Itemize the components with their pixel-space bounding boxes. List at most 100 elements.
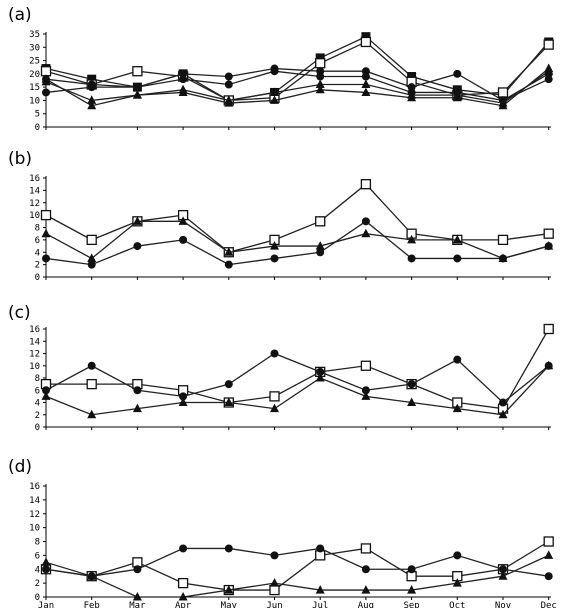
panel-label: (d) xyxy=(8,457,32,477)
y-tick-label: 0 xyxy=(35,273,40,283)
data-point xyxy=(407,397,417,406)
data-point xyxy=(497,234,509,246)
data-point xyxy=(178,84,188,94)
panel-label: (c) xyxy=(8,303,31,323)
series-line xyxy=(45,183,549,253)
y-tick-label: 2 xyxy=(35,411,40,421)
data-point xyxy=(544,66,554,75)
x-tick-label: May xyxy=(221,601,238,608)
data-point xyxy=(87,100,97,110)
y-tick-label: 15 xyxy=(29,83,40,93)
y-tick-label: 10 xyxy=(29,524,40,534)
data-point xyxy=(361,79,371,88)
x-tick-label: Dec xyxy=(541,601,557,608)
data-point xyxy=(270,403,279,413)
data-point xyxy=(87,361,96,370)
panel-label: (a) xyxy=(8,5,32,25)
y-tick-label: 0 xyxy=(35,123,40,133)
series-line xyxy=(45,220,549,260)
data-point xyxy=(179,235,188,244)
data-point xyxy=(315,373,325,382)
data-point xyxy=(315,585,325,594)
panel-3: (c) 0 2 4 6 8 10 12 14 16 xyxy=(8,303,554,433)
data-point xyxy=(42,386,50,395)
data-point xyxy=(543,39,554,50)
data-point xyxy=(270,551,279,560)
data-point xyxy=(544,550,554,559)
y-tick-label: 8 xyxy=(35,224,40,234)
x-tick-label: Jan xyxy=(38,601,54,608)
y-tick-label: 8 xyxy=(35,538,40,548)
data-point xyxy=(453,254,462,263)
y-tick-label: 12 xyxy=(29,510,40,520)
data-point xyxy=(499,398,507,407)
data-point xyxy=(407,254,416,263)
data-point xyxy=(178,592,188,601)
data-point xyxy=(179,75,188,84)
panel-4: (d) 0 2 4 6 8 10 12 14 16 xyxy=(8,457,554,603)
data-point xyxy=(361,228,371,238)
data-point xyxy=(269,391,280,402)
data-point xyxy=(407,90,417,99)
data-point xyxy=(41,228,51,238)
data-point xyxy=(316,367,325,376)
data-point xyxy=(361,585,371,594)
data-point xyxy=(543,228,554,239)
data-point xyxy=(452,234,462,244)
data-point xyxy=(179,544,188,553)
y-tick-label: 6 xyxy=(35,236,40,246)
y-tick-label: 25 xyxy=(29,57,40,67)
x-tick-label: Jun xyxy=(266,601,282,608)
x-tick-label: Aug xyxy=(358,601,374,608)
y-tick-label: 6 xyxy=(35,551,40,561)
data-point xyxy=(361,87,371,96)
data-point xyxy=(407,234,417,244)
data-point xyxy=(270,349,279,358)
data-point xyxy=(316,544,325,553)
data-point xyxy=(270,95,279,104)
panel-1: (a) 0 5 10 15 20 25 30 35 xyxy=(8,5,554,133)
data-point xyxy=(270,241,279,250)
y-tick-label: 14 xyxy=(29,337,40,347)
series-3 xyxy=(41,550,554,601)
data-point xyxy=(544,572,553,581)
series-line xyxy=(45,41,550,102)
data-point xyxy=(499,254,507,263)
panel-2: (b) 0 2 4 6 8 10 12 14 16 xyxy=(8,149,554,283)
y-tick-label: 2 xyxy=(35,261,40,271)
x-tick-label: Nov xyxy=(495,601,511,608)
data-point xyxy=(41,557,51,566)
data-point xyxy=(361,386,370,395)
data-point xyxy=(42,565,50,574)
y-tick-label: 20 xyxy=(29,70,40,80)
data-point xyxy=(543,536,554,547)
series-3 xyxy=(41,360,554,419)
data-point xyxy=(452,578,462,587)
data-point xyxy=(132,66,143,77)
series-line xyxy=(45,554,549,598)
y-tick-label: 0 xyxy=(35,593,40,603)
data-point xyxy=(41,76,51,86)
data-point xyxy=(315,84,325,94)
series-line xyxy=(45,220,549,266)
data-point xyxy=(498,98,508,107)
data-point xyxy=(269,584,280,596)
series-line xyxy=(45,540,550,591)
series-2 xyxy=(42,544,553,581)
panel-label: (b) xyxy=(8,149,32,169)
series-line xyxy=(45,70,550,102)
data-point xyxy=(361,217,370,226)
data-point xyxy=(224,397,234,406)
data-point xyxy=(132,403,142,413)
series-3 xyxy=(42,217,553,269)
series-2 xyxy=(42,349,553,407)
data-point xyxy=(361,391,371,400)
data-point xyxy=(452,90,462,99)
y-tick-label: 0 xyxy=(35,423,40,433)
y-tick-label: 2 xyxy=(35,579,40,589)
series-line xyxy=(45,70,550,104)
data-point xyxy=(360,543,372,554)
data-point xyxy=(360,360,372,371)
y-tick-label: 14 xyxy=(29,496,40,506)
data-point xyxy=(270,87,279,96)
